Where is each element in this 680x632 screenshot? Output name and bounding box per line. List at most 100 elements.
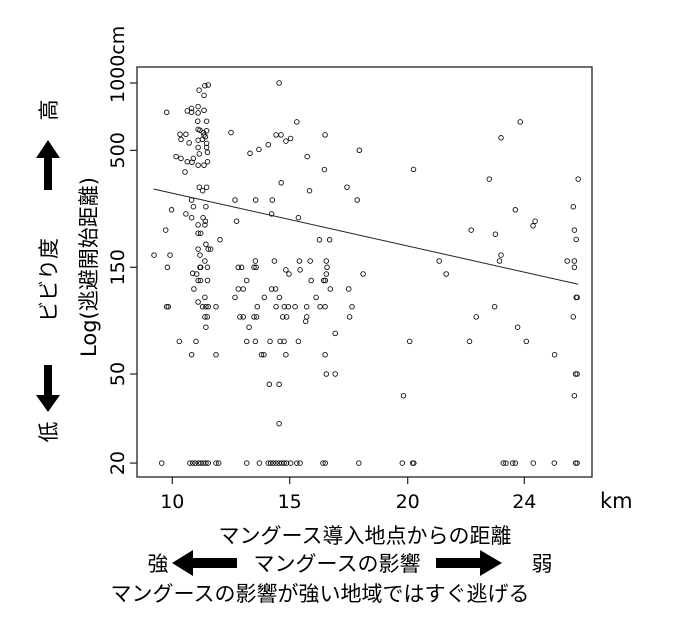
- data-point: [203, 324, 209, 330]
- arrow-up-icon: [36, 140, 60, 190]
- plot-frame: [136, 66, 593, 478]
- data-point: [276, 294, 283, 301]
- data-point: [530, 223, 536, 229]
- data-point: [294, 119, 300, 125]
- data-point: [183, 131, 189, 138]
- data-point: [530, 460, 537, 466]
- data-point: [233, 218, 240, 224]
- data-point: [167, 252, 173, 258]
- data-point: [202, 294, 208, 301]
- data-point: [492, 231, 499, 237]
- data-point: [266, 381, 273, 388]
- data-point: [164, 264, 171, 271]
- data-point: [326, 237, 333, 243]
- data-point: [411, 460, 417, 466]
- data-point: [247, 150, 253, 157]
- data-point: [203, 303, 209, 310]
- high-label: 高: [37, 100, 61, 121]
- data-point: [178, 155, 184, 162]
- data-point: [307, 258, 313, 264]
- data-point: [473, 314, 479, 320]
- data-point: [297, 267, 303, 273]
- data-point: [303, 303, 310, 310]
- data-point: [575, 176, 581, 182]
- data-point: [322, 303, 328, 310]
- data-point: [564, 258, 570, 264]
- data-points: [151, 80, 581, 466]
- data-point: [196, 87, 202, 93]
- data-point: [237, 314, 243, 320]
- data-point: [235, 286, 242, 292]
- data-point: [197, 252, 203, 258]
- data-point: [195, 103, 201, 110]
- data-point: [201, 92, 207, 99]
- data-point: [277, 338, 283, 345]
- data-point: [574, 371, 580, 377]
- data-point: [177, 131, 183, 138]
- arrow-right-icon: [436, 550, 502, 576]
- data-point: [200, 129, 207, 136]
- data-point: [202, 222, 208, 228]
- data-point: [202, 82, 208, 89]
- data-point: [261, 294, 268, 301]
- data-point: [201, 162, 207, 168]
- data-point: [269, 197, 276, 203]
- x-tick-label: 15: [278, 491, 302, 513]
- data-point: [295, 338, 302, 345]
- data-point: [283, 460, 290, 466]
- data-point: [276, 420, 282, 427]
- data-point: [532, 218, 538, 224]
- data-point: [323, 271, 330, 277]
- data-point: [491, 303, 498, 310]
- data-point: [496, 258, 503, 264]
- data-point: [202, 258, 208, 264]
- data-point: [204, 314, 211, 320]
- data-point: [327, 286, 334, 292]
- data-point: [194, 118, 201, 124]
- data-point: [570, 314, 577, 320]
- data-point: [252, 338, 259, 345]
- data-point: [313, 294, 319, 301]
- data-point: [246, 324, 252, 330]
- data-point: [199, 136, 206, 143]
- data-point: [182, 169, 188, 175]
- caption: マングースの影響が強い地域ではすぐ逃げる: [111, 582, 530, 606]
- data-point: [256, 460, 263, 466]
- data-point: [205, 303, 211, 310]
- timidity-label: ビビり度: [37, 238, 61, 322]
- data-point: [195, 277, 201, 284]
- data-point: [195, 230, 201, 236]
- data-point: [190, 203, 197, 210]
- y-tick-label: 50: [107, 362, 129, 386]
- data-point: [571, 258, 578, 264]
- data-point: [279, 314, 286, 320]
- data-point: [258, 351, 265, 358]
- data-point: [203, 140, 210, 147]
- data-point: [232, 197, 238, 203]
- data-point: [276, 80, 282, 86]
- data-point: [354, 197, 360, 203]
- x-tick-label: 24: [512, 491, 536, 513]
- data-point: [276, 381, 282, 388]
- data-point: [308, 277, 314, 284]
- data-point: [187, 460, 193, 466]
- data-point: [197, 264, 204, 271]
- data-point: [283, 138, 289, 144]
- data-point: [503, 460, 509, 466]
- data-point: [278, 180, 284, 186]
- data-point: [151, 252, 157, 258]
- data-point: [500, 460, 507, 466]
- data-point: [306, 187, 313, 194]
- data-point: [514, 324, 521, 330]
- data-point: [302, 318, 309, 325]
- data-point: [360, 271, 366, 277]
- data-point: [197, 277, 204, 284]
- x-axis-title: マングース導入地点からの距離: [219, 524, 512, 548]
- data-point: [202, 314, 208, 320]
- data-point: [232, 294, 238, 301]
- data-point: [466, 338, 473, 345]
- data-point: [322, 351, 328, 358]
- data-point: [251, 314, 257, 320]
- data-point: [267, 460, 274, 466]
- data-point: [240, 286, 246, 292]
